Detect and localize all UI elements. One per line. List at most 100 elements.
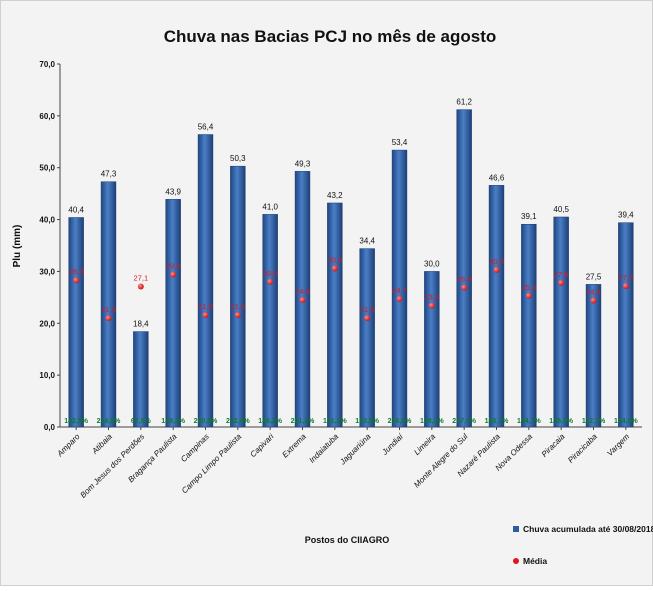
bar bbox=[327, 202, 343, 428]
mean-point bbox=[105, 315, 112, 322]
y-tick-label: 70,0 bbox=[39, 60, 55, 69]
y-tick-label: 10,0 bbox=[39, 371, 55, 380]
percent-label: 149,2% bbox=[161, 418, 186, 425]
mean-point bbox=[461, 284, 468, 291]
mean-point bbox=[234, 311, 241, 318]
bar bbox=[456, 109, 472, 428]
percent-label: 128,2% bbox=[420, 418, 445, 425]
mean-value-label: 30,6 bbox=[328, 255, 343, 264]
bar-value-label: 47,3 bbox=[101, 170, 117, 179]
mean-series: 28,3 21,0 27,1 29,4 21,6 21,6 28,0 24,5 30,6 21,0… bbox=[69, 255, 634, 322]
mean-point bbox=[396, 295, 403, 302]
bar bbox=[165, 199, 181, 428]
mean-value-label: 27,8 bbox=[554, 270, 569, 279]
mean-point bbox=[267, 278, 274, 285]
mean-point bbox=[299, 296, 306, 303]
mean-point bbox=[428, 302, 435, 309]
legend-mean-swatch bbox=[513, 558, 519, 564]
bar bbox=[359, 248, 375, 428]
percent-label: 145,9% bbox=[549, 418, 574, 425]
mean-value-label: 26,9 bbox=[457, 275, 472, 284]
mean-value-label: 29,4 bbox=[166, 262, 181, 271]
mean-value-label: 21,0 bbox=[360, 305, 375, 314]
percent-label: 146,2% bbox=[258, 418, 283, 425]
mean-value-label: 28,3 bbox=[69, 267, 84, 276]
y-tick-label: 60,0 bbox=[39, 112, 55, 121]
y-tick-label: 20,0 bbox=[39, 319, 55, 328]
bar-value-label: 56,4 bbox=[198, 123, 214, 132]
mean-point bbox=[202, 311, 209, 318]
mean-value-label: 24,4 bbox=[586, 287, 601, 296]
mean-value-label: 24,7 bbox=[392, 286, 407, 295]
bar-value-label: 43,9 bbox=[165, 187, 181, 196]
percent-label: 144,9% bbox=[614, 418, 639, 425]
bar bbox=[230, 165, 246, 428]
x-axis-label: Postos do CIIAGRO bbox=[305, 535, 390, 545]
legend: Chuva acumulada até 30/08/2018 Média bbox=[513, 524, 653, 566]
bar-value-label: 50,3 bbox=[230, 154, 246, 163]
bar-value-label: 43,2 bbox=[327, 191, 343, 200]
mean-point bbox=[622, 282, 629, 289]
mean-point bbox=[493, 266, 500, 273]
bar bbox=[521, 223, 537, 428]
mean-point bbox=[331, 265, 338, 272]
y-axis: 0,0 10,0 20,0 30,0 40,0 50,0 60,0 70,0 bbox=[39, 60, 642, 432]
y-tick-label: 40,0 bbox=[39, 216, 55, 225]
mean-value-label: 21,6 bbox=[198, 302, 213, 311]
percent-label: 260,8% bbox=[194, 418, 219, 425]
mean-value-label: 27,1 bbox=[134, 273, 149, 282]
bar-value-label: 34,4 bbox=[359, 237, 375, 246]
y-tick-label: 50,0 bbox=[39, 164, 55, 173]
bar bbox=[68, 217, 84, 428]
mean-value-label: 28,0 bbox=[263, 269, 278, 278]
mean-point bbox=[525, 292, 532, 299]
y-axis-label: Plu (mm) bbox=[12, 225, 23, 268]
percent-label: 142,5% bbox=[64, 418, 89, 425]
bar bbox=[262, 214, 278, 428]
mean-value-label: 23,4 bbox=[425, 293, 440, 302]
mean-point bbox=[73, 277, 80, 284]
bar-value-label: 39,4 bbox=[618, 211, 634, 220]
percent-label: 224,8% bbox=[97, 418, 122, 425]
mean-point bbox=[137, 283, 144, 290]
bar bbox=[618, 222, 634, 428]
mean-point bbox=[364, 315, 371, 322]
percent-label: 154,7% bbox=[517, 418, 542, 425]
legend-bar-swatch bbox=[513, 526, 519, 532]
bar-value-label: 18,4 bbox=[133, 320, 149, 329]
mean-value-label: 24,5 bbox=[295, 287, 310, 296]
bar-value-label: 61,2 bbox=[456, 98, 472, 107]
bar-value-label: 40,4 bbox=[68, 205, 84, 214]
percent-label: 216,0% bbox=[388, 418, 413, 425]
bar-value-label: 30,0 bbox=[424, 259, 440, 268]
bar-value-label: 41,0 bbox=[262, 202, 278, 211]
mean-value-label: 25,3 bbox=[522, 283, 537, 292]
mean-point bbox=[558, 279, 565, 286]
mean-value-label: 21,6 bbox=[231, 302, 246, 311]
mean-point bbox=[170, 271, 177, 278]
percent-label: 112,7% bbox=[582, 418, 606, 425]
percent-label: 201,2% bbox=[291, 418, 316, 425]
y-tick-label: 0,0 bbox=[44, 423, 56, 432]
percent-label: 163,5% bbox=[355, 418, 380, 425]
bar-value-label: 40,5 bbox=[553, 205, 569, 214]
bar bbox=[197, 134, 214, 428]
mean-value-label: 21,0 bbox=[101, 305, 116, 314]
percent-label: 153,7% bbox=[485, 418, 510, 425]
bar bbox=[488, 185, 505, 428]
bar-value-label: 49,3 bbox=[295, 159, 311, 168]
mean-point bbox=[590, 297, 597, 304]
legend-mean-label: Média bbox=[523, 556, 547, 566]
bar-value-label: 27,5 bbox=[586, 272, 602, 281]
percent-label: 227,5% bbox=[452, 418, 477, 425]
bar-series: 40,4 142,5% 47,3 224,8% 18,4 67,9% 43,9 149,2% 5… bbox=[64, 98, 639, 428]
y-tick-label: 30,0 bbox=[39, 267, 55, 276]
mean-value-label: 30,3 bbox=[489, 257, 504, 266]
bar bbox=[133, 331, 149, 428]
bar-value-label: 39,1 bbox=[521, 212, 537, 221]
bar-value-label: 46,6 bbox=[489, 173, 505, 182]
mean-value-label: 27,2 bbox=[619, 273, 634, 282]
percent-label: 141,2% bbox=[323, 418, 348, 425]
